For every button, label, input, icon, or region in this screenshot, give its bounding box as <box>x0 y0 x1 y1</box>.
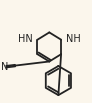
Text: N: N <box>1 62 8 72</box>
Text: NH: NH <box>66 34 81 44</box>
Text: HN: HN <box>18 34 32 44</box>
